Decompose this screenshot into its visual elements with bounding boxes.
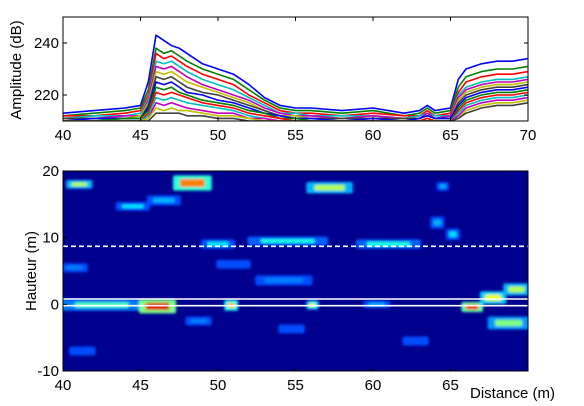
heatmap-y-label: Hauteur (m)	[23, 231, 40, 311]
heatmap-y-tick-label: 20	[42, 163, 59, 180]
amplitude-series-line	[63, 47, 528, 117]
heatmap-feature	[74, 349, 91, 353]
heatmap-feature	[222, 262, 245, 267]
heatmap-y-tick-label: 10	[42, 230, 59, 247]
amplitude-series-line	[63, 94, 528, 121]
heatmap-y-ticks: -10 0 10 20	[37, 163, 67, 380]
heatmap-x-tick-label: 40	[55, 377, 72, 394]
amplitude-x-tick-label: 50	[210, 127, 227, 144]
heatmap-x-tick-label: 60	[365, 377, 382, 394]
amplitude-series-line	[63, 52, 528, 117]
heatmap-x-tick-label: 50	[210, 377, 227, 394]
heatmap-feature	[264, 277, 303, 283]
heatmap-x-tick-label: 65	[442, 377, 459, 394]
amplitude-series-line	[63, 91, 528, 121]
amplitude-y-ticks: 220 240	[34, 35, 528, 104]
heatmap-feature	[439, 184, 447, 189]
amplitude-series-group	[63, 34, 528, 121]
amplitude-x-tick-label: 60	[365, 127, 382, 144]
heatmap-plot-area	[63, 171, 528, 371]
heatmap-feature	[190, 319, 207, 323]
heatmap-feature	[207, 241, 229, 247]
amplitude-y-label: Amplitude (dB)	[8, 20, 25, 119]
heatmap-x-tick-label: 55	[287, 377, 304, 394]
heatmap-feature	[152, 197, 175, 203]
heatmap-feature	[449, 231, 457, 238]
amplitude-x-tick-label: 55	[287, 127, 304, 144]
heatmap-feature	[433, 219, 442, 226]
heatmap-feature	[407, 339, 424, 343]
amplitude-series-line	[63, 65, 528, 120]
amplitude-series-line	[63, 102, 528, 121]
heatmap-feature	[260, 239, 315, 243]
amplitude-x-tick-label: 70	[520, 127, 537, 144]
heatmap-feature	[314, 184, 345, 191]
amplitude-series-line	[63, 34, 528, 114]
heatmap-feature	[366, 241, 411, 247]
amplitude-series-line	[63, 81, 528, 121]
heatmap-feature	[121, 204, 144, 209]
amplitude-x-tick-label: 45	[132, 127, 149, 144]
amplitude-x-ticks: 40 45 50 55 60 65 70	[55, 17, 537, 144]
height-heatmap: 40 45 50 55 60 65 -10 0 10 20 Hauteur (m) Distan…	[23, 163, 555, 402]
heatmap-feature	[508, 286, 525, 293]
heatmap-y-tick-label: 0	[51, 296, 59, 313]
heatmap-y-tick-label: -10	[37, 363, 59, 380]
heatmap-x-tick-label: 45	[132, 377, 149, 394]
amplitude-y-tick-label: 220	[34, 87, 59, 104]
amplitude-x-tick-label: 65	[442, 127, 459, 144]
heatmap-feature	[179, 179, 205, 187]
heatmap-reference-lines	[63, 245, 528, 307]
heatmap-x-ticks: 40 45 50 55 60 65	[55, 367, 459, 394]
heatmap-feature	[66, 265, 83, 270]
amplitude-chart: 40 45 50 55 60 65 70 220 240 Amplitude (dB)	[8, 16, 537, 144]
amplitude-series-line	[63, 96, 528, 121]
heatmap-feature	[71, 182, 88, 187]
heatmap-feature	[283, 327, 300, 331]
heatmap-feature	[484, 294, 502, 301]
heatmap-feature	[495, 319, 523, 327]
heatmap-x-label: Distance (m)	[470, 385, 555, 402]
amplitude-x-tick-label: 40	[55, 127, 72, 144]
amplitude-y-tick-label: 240	[34, 35, 59, 52]
